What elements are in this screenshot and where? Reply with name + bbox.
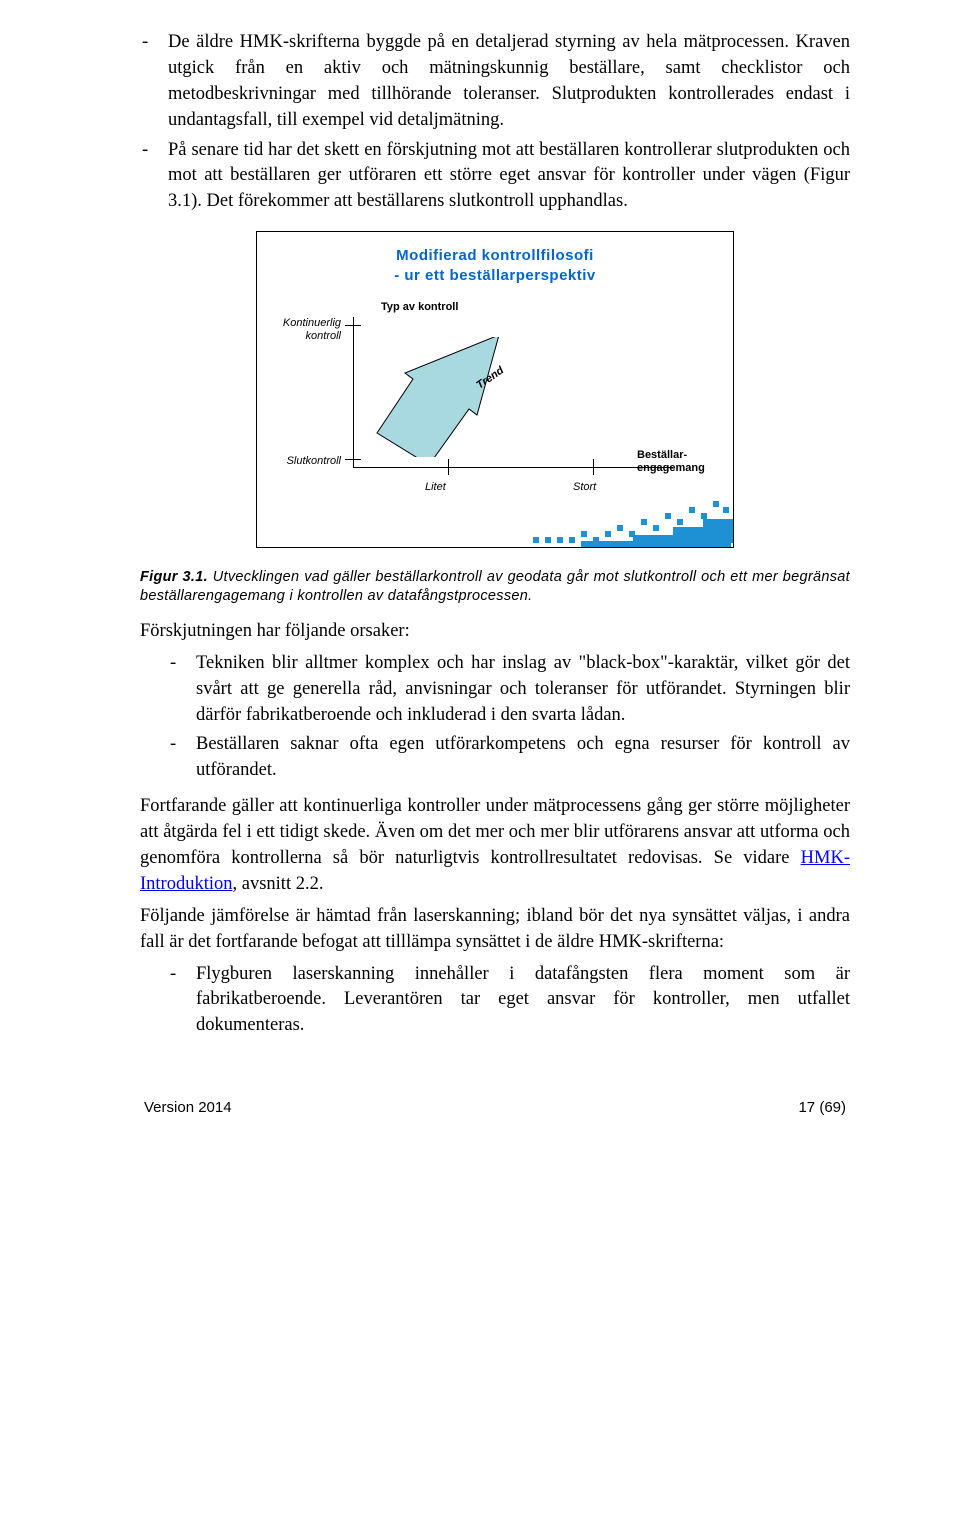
tick xyxy=(345,459,361,460)
figure-box: Modifierad kontrollfilosofi - ur ett bes… xyxy=(256,231,734,548)
tick xyxy=(345,325,361,326)
x-axis-title-l1: Beställar- xyxy=(637,449,687,461)
tick xyxy=(448,459,449,475)
footer-page-number: 17 (69) xyxy=(798,1099,846,1116)
figure-title-line1: Modifierad kontrollfilosofi xyxy=(396,247,594,264)
y-label-top: Kontinuerlig kontroll xyxy=(273,317,341,343)
tick xyxy=(593,459,594,475)
paragraph: Förskjutningen har följande orsaker: xyxy=(140,619,850,645)
figure-title-line2: - ur ett beställarperspektiv xyxy=(394,267,596,284)
caption-label: Figur 3.1. xyxy=(140,569,208,585)
page: De äldre HMK-skrifterna byggde på en det… xyxy=(0,0,960,1156)
x-axis-title: Beställar- engagemang xyxy=(637,449,705,475)
x-label-left: Litet xyxy=(425,481,446,493)
trend-arrow-icon xyxy=(373,337,573,457)
arrow-polygon xyxy=(377,337,499,457)
para-text: , avsnitt 2.2. xyxy=(233,874,324,894)
paragraph: Följande jämförelse är hämtad från laser… xyxy=(140,904,850,956)
figure-title: Modifierad kontrollfilosofi - ur ett bes… xyxy=(273,246,717,287)
chart-area: Typ av kontroll Kontinuerlig kontroll Sl… xyxy=(273,297,717,547)
figure-caption: Figur 3.1. Utvecklingen vad gäller bestä… xyxy=(140,568,850,607)
footer-version: Version 2014 xyxy=(144,1099,232,1116)
y-axis-line xyxy=(353,317,354,467)
list-item: Beställaren saknar ofta egen utförarkomp… xyxy=(140,732,850,784)
list-item: Flygburen laserskanning innehåller i dat… xyxy=(140,962,850,1040)
para-text: Fortfarande gäller att kontinuerliga kon… xyxy=(140,796,850,868)
top-bullet-list: De äldre HMK-skrifterna byggde på en det… xyxy=(140,30,850,215)
y-axis-title: Typ av kontroll xyxy=(381,301,458,313)
y-label-bottom: Slutkontroll xyxy=(273,455,341,467)
x-axis-title-l2: engagemang xyxy=(637,462,705,474)
list-item: På senare tid har det skett en förskjutn… xyxy=(140,138,850,216)
paragraph: Fortfarande gäller att kontinuerliga kon… xyxy=(140,794,850,898)
page-footer: Version 2014 17 (69) xyxy=(140,1099,850,1116)
bottom-bullet-list: Flygburen laserskanning innehåller i dat… xyxy=(140,962,850,1040)
mid-bullet-list: Tekniken blir alltmer komplex och har in… xyxy=(140,651,850,784)
list-item: Tekniken blir alltmer komplex och har in… xyxy=(140,651,850,729)
list-item: De äldre HMK-skrifterna byggde på en det… xyxy=(140,30,850,134)
x-axis-line xyxy=(353,467,673,468)
caption-text: Utvecklingen vad gäller beställarkontrol… xyxy=(140,569,850,605)
decor-pattern-icon xyxy=(533,491,733,547)
